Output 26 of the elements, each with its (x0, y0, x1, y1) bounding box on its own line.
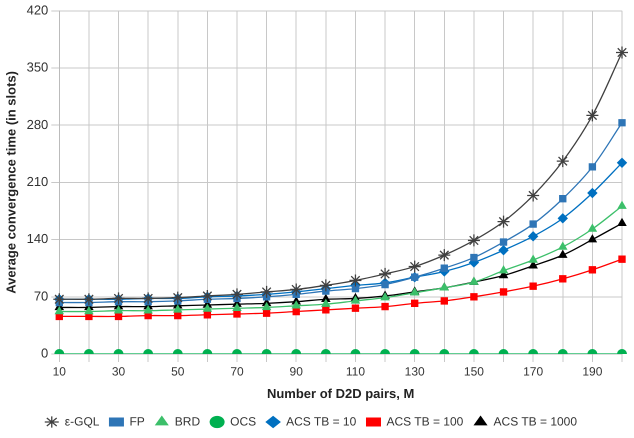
legend-label: ACS TB = 100 (386, 414, 464, 428)
legend-label: FP (129, 414, 145, 428)
legend-label: ε-GQL (64, 414, 100, 428)
x-tick-label: 190 (582, 364, 603, 379)
x-tick-label: 170 (523, 364, 544, 379)
y-tick-label: 0 (41, 346, 48, 361)
x-tick-label: 110 (346, 364, 366, 379)
y-tick-label: 140 (26, 231, 48, 246)
x-tick-label: 50 (171, 364, 185, 379)
x-tick-label: 130 (404, 364, 426, 379)
x-tick-label: 10 (52, 364, 66, 379)
y-tick-label: 280 (26, 116, 48, 132)
y-tick-label: 210 (26, 174, 48, 189)
x-axis-title: Number of D2D pairs, M (266, 386, 414, 401)
x-tick-label: 90 (290, 364, 304, 379)
x-tick-label: 30 (112, 364, 126, 379)
y-tick-label: 420 (26, 2, 48, 18)
x-tick-label: 150 (464, 364, 484, 379)
x-tick-label: 70 (230, 364, 244, 379)
legend-label: ACS TB = 1000 (494, 414, 578, 428)
legend-label: ACS TB = 10 (286, 414, 357, 428)
y-tick-label: 350 (26, 60, 48, 75)
y-axis-title: Average convergence time (in slots) (3, 71, 18, 294)
legend-label: OCS (230, 414, 256, 428)
legend-label: BRD (174, 414, 200, 428)
y-tick-label: 70 (34, 288, 48, 304)
